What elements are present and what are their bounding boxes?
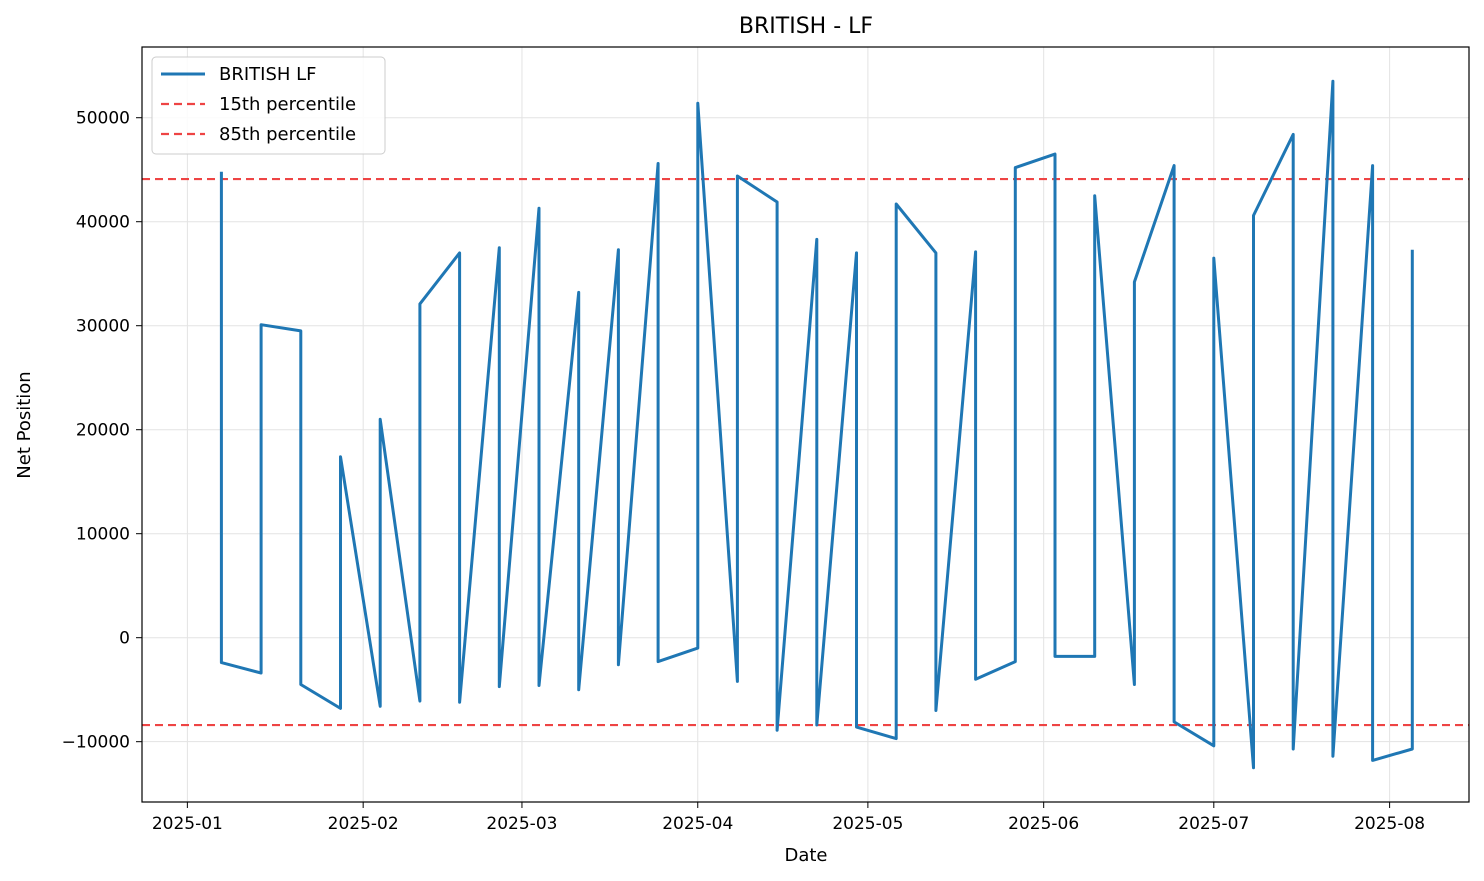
y-axis-label: Net Position (14, 371, 35, 478)
legend-box (151, 56, 386, 155)
series-line-british-lf (219, 79, 1414, 770)
reference-lines (142, 177, 1469, 727)
x-tick-label: 2025-05 (832, 814, 903, 834)
chart-title: BRITISH - LF (739, 14, 873, 39)
legend-label-p85: 85th percentile (219, 124, 356, 145)
legend-label-p15: 15th percentile (219, 94, 356, 115)
x-axis-label: Date (784, 845, 827, 866)
legend-label-series: BRITISH LF (219, 64, 317, 85)
x-tick-label: 2025-06 (1008, 814, 1079, 834)
y-axis-ticks: −10000 0 10000 20000 30000 40000 50000 (62, 109, 142, 753)
y-tick-label: 0 (119, 629, 130, 649)
grid (142, 47, 1469, 802)
x-tick-label: 2025-01 (152, 814, 223, 834)
plot-frame (141, 46, 1470, 803)
x-tick-label: 2025-02 (328, 814, 399, 834)
x-tick-label: 2025-07 (1178, 814, 1249, 834)
y-tick-label: 20000 (76, 421, 130, 441)
legend: BRITISH LF 15th percentile 85th percenti… (151, 56, 386, 155)
y-tick-label: 40000 (76, 213, 130, 233)
y-tick-label: 50000 (76, 109, 130, 129)
series-layer (219, 79, 1414, 770)
x-tick-label: 2025-04 (662, 814, 733, 834)
y-tick-label: 30000 (76, 317, 130, 337)
y-tick-label: 10000 (76, 525, 130, 545)
x-axis-ticks: 2025-01 2025-02 2025-03 2025-04 2025-05 2025-… (152, 802, 1425, 834)
x-tick-label: 2025-08 (1354, 814, 1425, 834)
x-tick-label: 2025-03 (486, 814, 557, 834)
y-tick-label: −10000 (62, 733, 130, 753)
